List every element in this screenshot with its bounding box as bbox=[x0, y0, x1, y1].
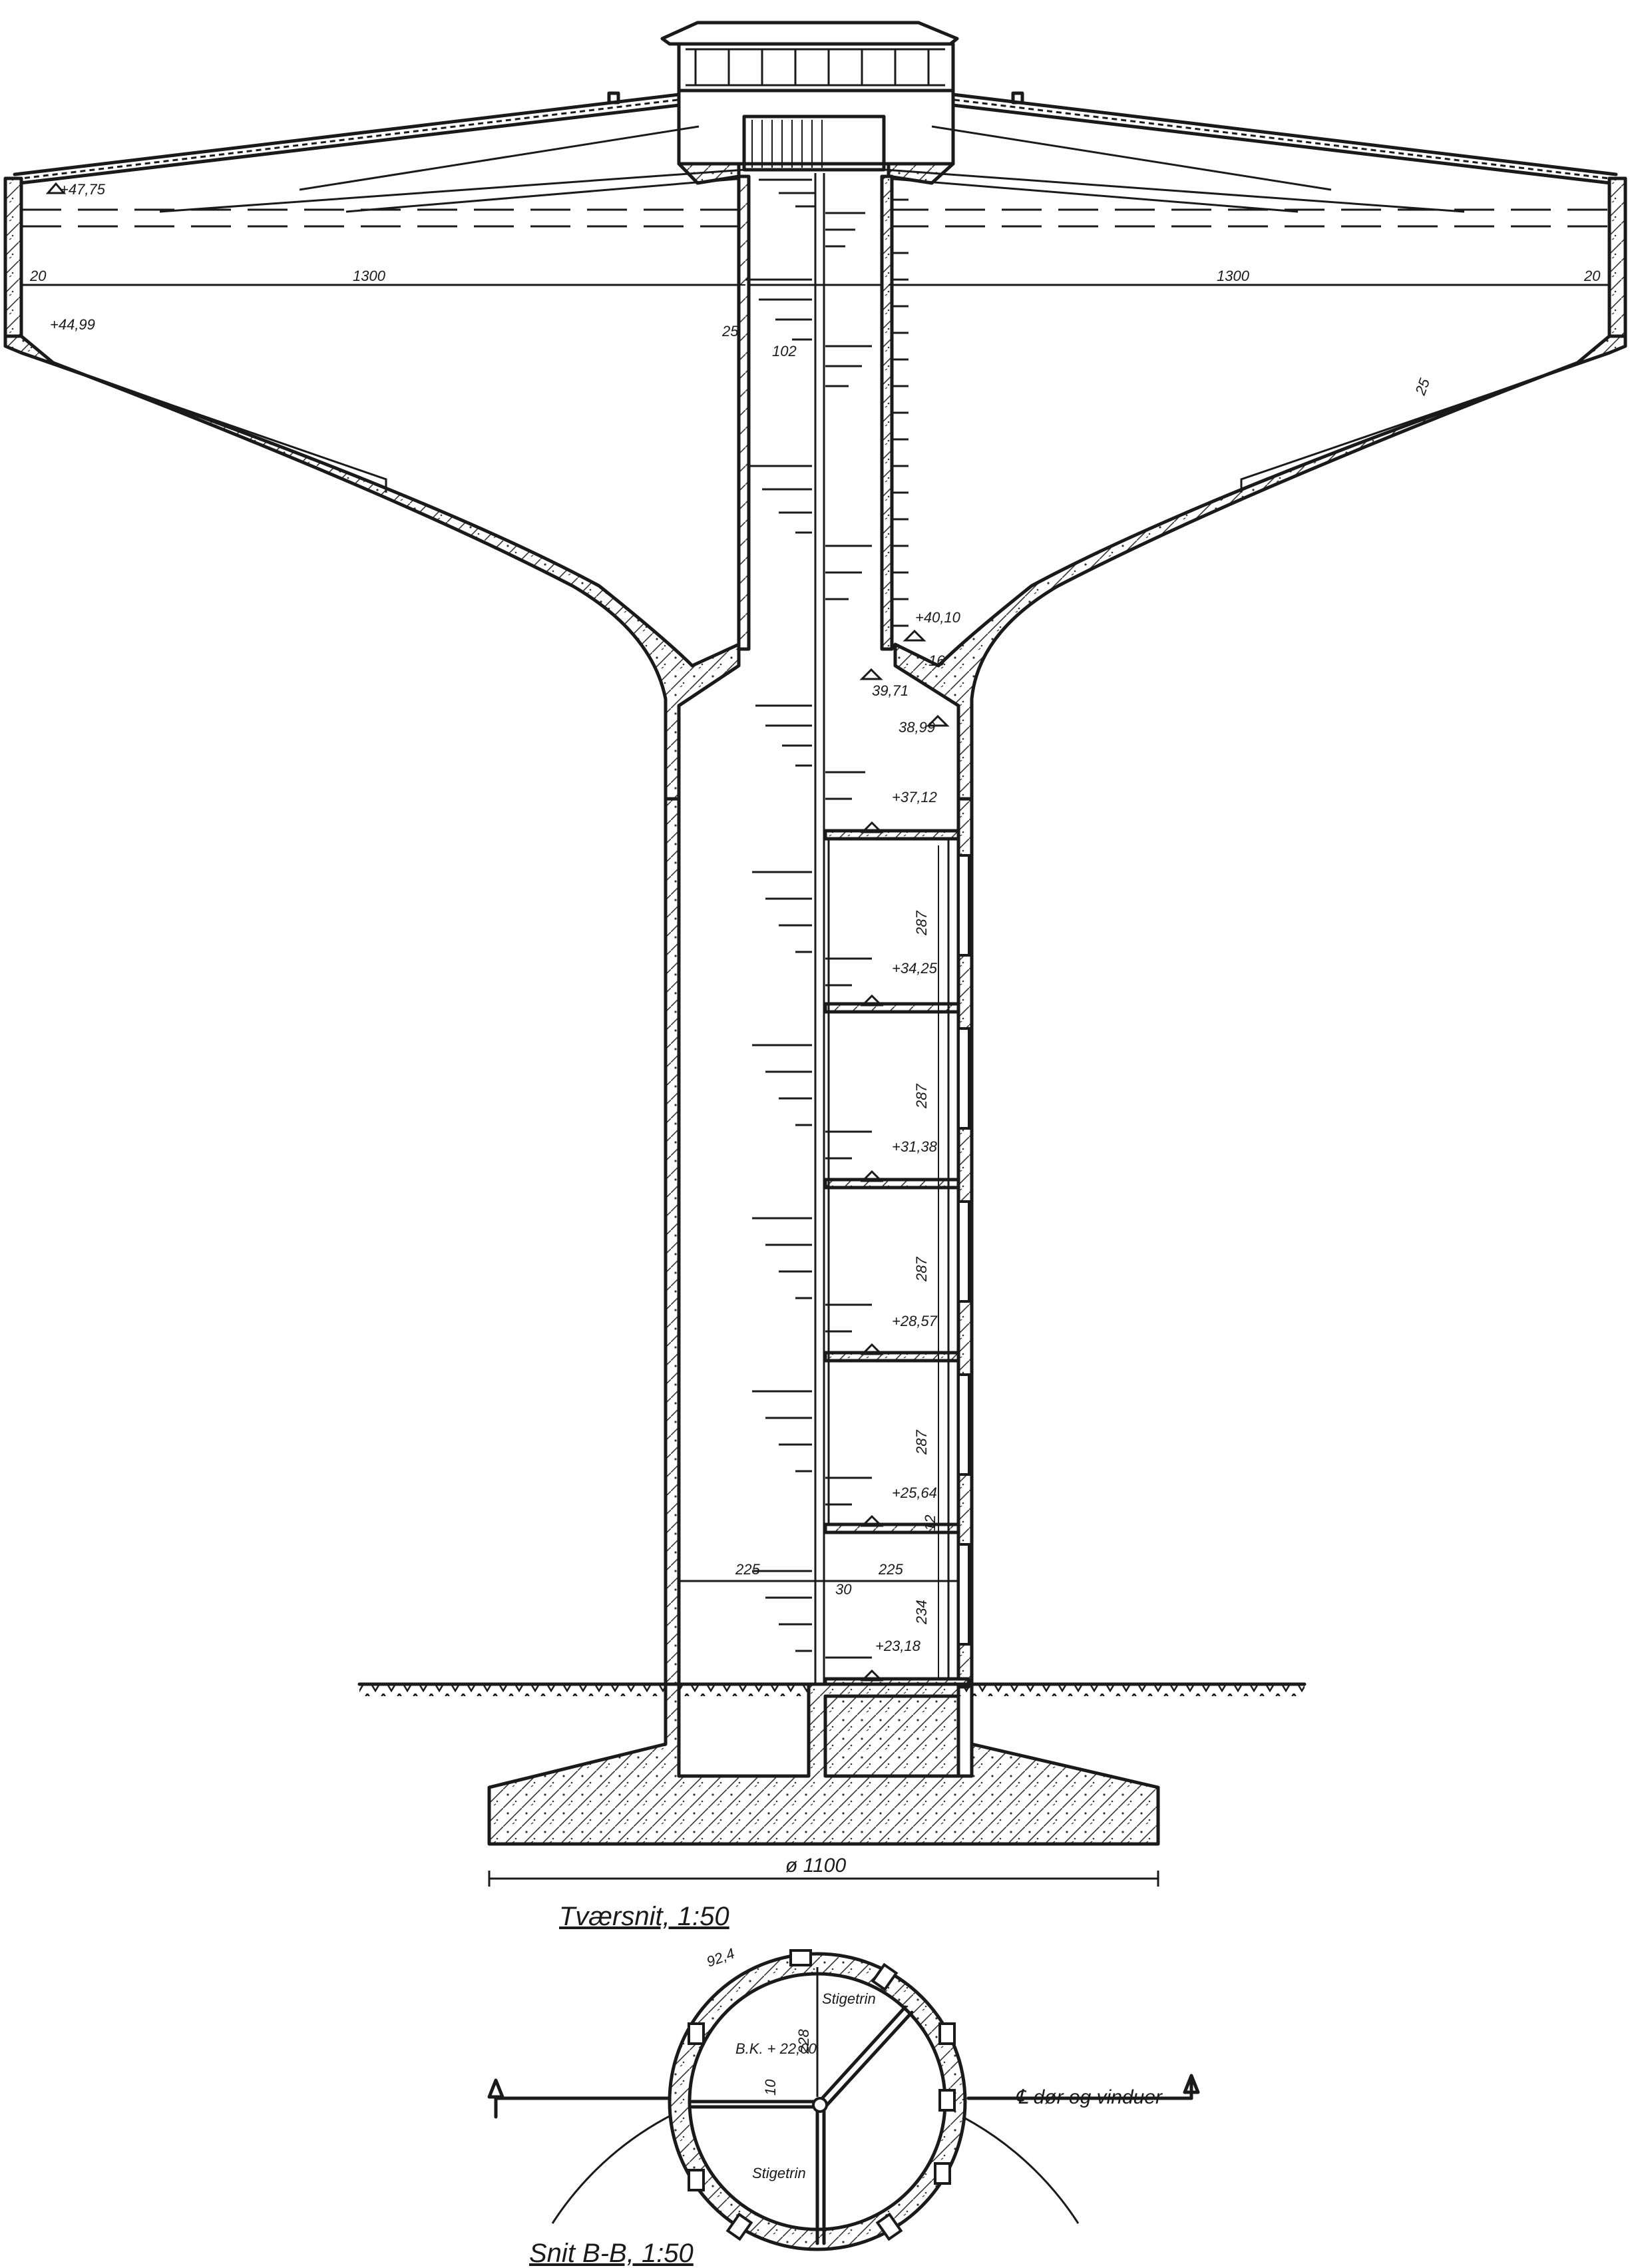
plan-section: Stigetrin B.K. + 22,00 228 92,4 10 Stige… bbox=[487, 1945, 1200, 2268]
shaft-dim-left: 225 bbox=[735, 1561, 760, 1578]
level-tank-floor: +40,10 bbox=[915, 609, 961, 626]
wall-left-label: 20 bbox=[29, 268, 47, 284]
tower-windows bbox=[957, 854, 970, 1646]
plan-stair-top: Stigetrin bbox=[822, 1990, 876, 2007]
dim-25b: 25 bbox=[1412, 375, 1433, 397]
level-markers bbox=[45, 182, 950, 1682]
shaft-dim-right: 225 bbox=[878, 1561, 903, 1578]
cross-section: +47,75 +44,99 +40,10 39,71 38,99 +37,12 … bbox=[3, 21, 1627, 1931]
foundation bbox=[487, 1682, 1160, 1846]
slab-thickness: 12 bbox=[922, 1515, 938, 1531]
plan-title: Snit B-B, 1:50 bbox=[529, 2239, 694, 2268]
stair-treads bbox=[745, 178, 909, 1659]
plan-stair-bottom: Stigetrin bbox=[752, 2165, 806, 2181]
wall-right-label: 20 bbox=[1583, 268, 1601, 284]
storey-height-1: 287 bbox=[913, 911, 930, 936]
level-floor-1: +37,12 bbox=[892, 789, 937, 805]
shaft-dim-core: 30 bbox=[835, 1581, 852, 1598]
level-tank-bottom: +44,99 bbox=[50, 316, 95, 333]
level-39-71: 39,71 bbox=[872, 682, 909, 699]
plan-wall-dim: 10 bbox=[762, 2079, 779, 2096]
span-left-label: 1300 bbox=[353, 268, 386, 284]
dim-25: 25 bbox=[721, 323, 739, 340]
plan-radius: 228 bbox=[795, 2029, 812, 2054]
level-38-99: 38,99 bbox=[899, 719, 935, 736]
dim-16: 16 bbox=[928, 652, 945, 669]
foundation-width: ø 1100 bbox=[785, 1855, 846, 1877]
level-floor-4: +28,57 bbox=[892, 1313, 938, 1329]
level-top-water: +47,75 bbox=[60, 181, 106, 198]
section-labels: +47,75 +44,99 +40,10 39,71 38,99 +37,12 … bbox=[29, 181, 1601, 1931]
tank-bowl bbox=[3, 334, 1627, 801]
storey-height-5: 234 bbox=[913, 1600, 930, 1625]
plan-axis-note: ℄ dør og vinduer bbox=[1015, 2086, 1163, 2108]
central-shaft bbox=[737, 174, 894, 651]
level-floor-3: +31,38 bbox=[892, 1138, 938, 1155]
tank-roof bbox=[13, 91, 1618, 213]
storey-height-4: 287 bbox=[913, 1430, 930, 1455]
level-ground-floor: +23,18 bbox=[875, 1638, 921, 1654]
level-floor-2: +34,25 bbox=[892, 960, 938, 977]
dim-102: 102 bbox=[772, 343, 797, 359]
plan-bk-level: B.K. + 22,00 bbox=[735, 2040, 817, 2057]
plan-wall-chord: 92,4 bbox=[704, 1945, 737, 1970]
storey-height-2: 287 bbox=[913, 1084, 930, 1109]
level-floor-5: +25,64 bbox=[892, 1484, 937, 1501]
span-right-label: 1300 bbox=[1217, 268, 1250, 284]
roof-lantern bbox=[660, 21, 959, 185]
section-title: Tværsnit, 1:50 bbox=[559, 1902, 729, 1931]
storey-height-3: 287 bbox=[913, 1257, 930, 1282]
dimension-lines bbox=[21, 284, 1609, 1887]
